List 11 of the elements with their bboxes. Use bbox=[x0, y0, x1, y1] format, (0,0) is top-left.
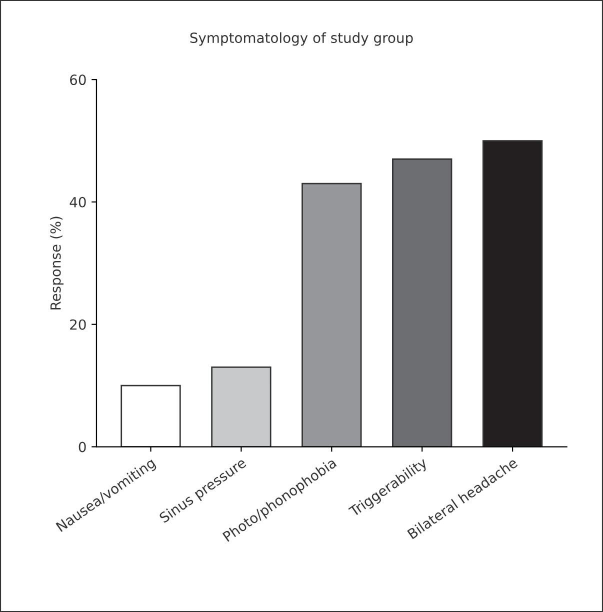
chart-title: Symptomatology of study group bbox=[190, 32, 413, 46]
bar bbox=[302, 182, 362, 447]
bar bbox=[392, 158, 452, 447]
bar bbox=[120, 384, 181, 447]
bar bbox=[482, 140, 543, 447]
y-axis-title: Response (%) bbox=[50, 216, 64, 310]
y-tick-label: 60 bbox=[70, 74, 86, 86]
y-tick-label: 40 bbox=[70, 196, 86, 208]
bar bbox=[211, 366, 272, 447]
y-tick-label: 20 bbox=[70, 319, 86, 330]
y-tick-label: 0 bbox=[78, 442, 86, 452]
